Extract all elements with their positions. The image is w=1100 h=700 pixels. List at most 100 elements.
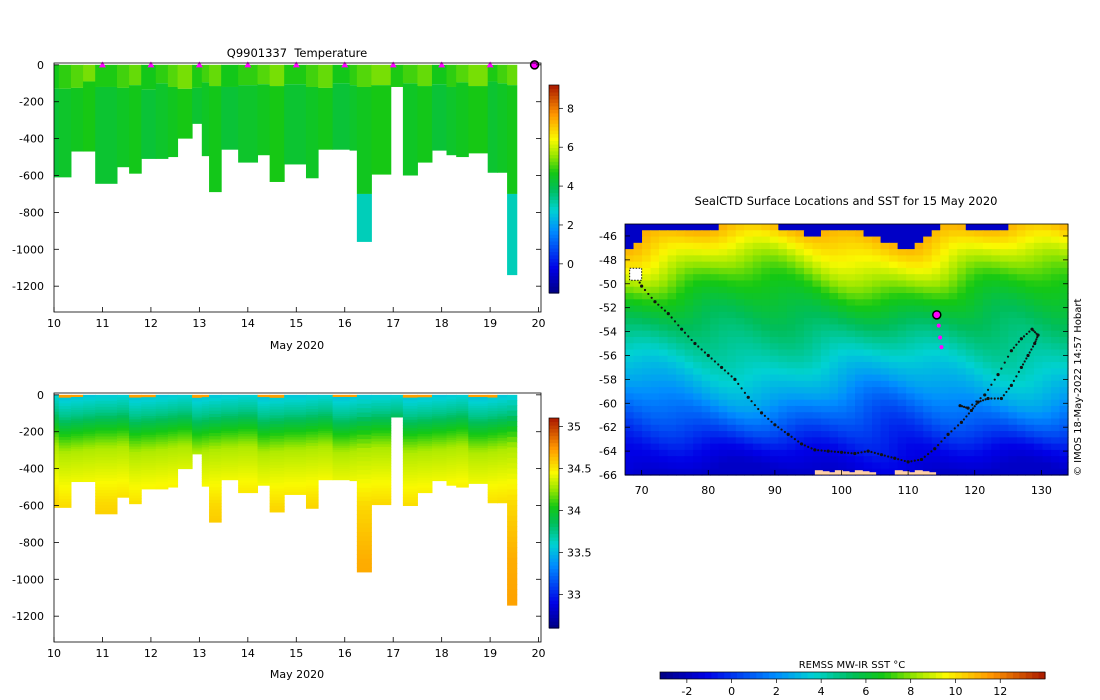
sst-cell (940, 242, 950, 250)
salinity-cell (468, 401, 489, 405)
sst-cell (701, 443, 711, 451)
sst-cell (778, 224, 788, 231)
colorbar-segment (549, 137, 559, 142)
salinity-cell (177, 453, 193, 457)
sst-cell (1033, 230, 1044, 238)
sst-cell (1059, 274, 1069, 282)
salinity-cell (349, 401, 358, 404)
sst-cell (863, 393, 873, 401)
track-point (993, 397, 996, 400)
sst-cell (718, 387, 728, 395)
sst-cell (642, 255, 652, 263)
salinity-cell (116, 486, 130, 491)
salinity-cell (201, 445, 210, 448)
salinity-cell (356, 430, 372, 436)
salinity-cell (497, 478, 508, 482)
salinity-cell (155, 467, 169, 471)
sst-cell (744, 267, 754, 275)
sst-cell (914, 280, 924, 288)
salinity-cell (116, 420, 130, 424)
sst-cell (633, 236, 643, 244)
sst-cell (769, 249, 779, 256)
sst-cell (718, 274, 728, 282)
salinity-cell (177, 400, 193, 403)
sst-cell (795, 362, 805, 369)
salinity-cell (209, 471, 222, 475)
sst-cell (1042, 362, 1052, 369)
salinity-cell (497, 394, 508, 399)
sst-cell (684, 456, 694, 464)
sst-cell (693, 242, 703, 250)
sst-cell (999, 274, 1009, 282)
salinity-cell (238, 475, 259, 479)
sst-cell (812, 299, 822, 307)
salinity-cell (356, 501, 372, 507)
sst-cell (889, 462, 899, 470)
salinity-cell (332, 449, 351, 453)
track-point (719, 365, 724, 370)
salinity-cell (269, 491, 285, 495)
sst-cell (1025, 387, 1035, 395)
sst-cell (718, 255, 728, 263)
sst-cell (820, 387, 831, 395)
sst-cell (965, 418, 975, 426)
sst-cell (701, 456, 711, 464)
salinity-cell (402, 497, 418, 501)
salinity-cell (487, 478, 498, 482)
sst-cell (846, 230, 856, 238)
salinity-cell (487, 486, 498, 490)
sst-cell (633, 230, 643, 238)
sst-cell (761, 456, 771, 464)
salinity-cell (209, 468, 222, 472)
sst-cell (659, 249, 669, 256)
sst-cell (1042, 405, 1052, 413)
salinity-cell (284, 467, 307, 471)
track-point (973, 405, 976, 408)
sst-cell (744, 299, 754, 307)
y-tick-label: -56 (599, 349, 617, 362)
salinity-cell (332, 399, 351, 402)
salinity-cell (54, 462, 60, 466)
sst-cell (676, 456, 686, 464)
salinity-cell (305, 400, 319, 404)
salinity-cell (58, 462, 72, 466)
salinity-cell (95, 457, 118, 461)
sst-cell (974, 424, 984, 432)
salinity-cell (177, 426, 193, 429)
salinity-cell (417, 421, 433, 425)
sst-cell (957, 424, 967, 432)
sst-cell (897, 274, 907, 282)
sst-cell (940, 355, 950, 363)
sst-cell (923, 374, 933, 382)
track-point (1032, 329, 1035, 332)
sst-cell (744, 412, 754, 420)
sst-cell (761, 242, 771, 250)
salinity-cell (129, 462, 142, 467)
sst-cell (906, 405, 916, 413)
sst-cell (965, 336, 975, 344)
sst-cell (752, 355, 762, 363)
sst-cell (727, 362, 737, 369)
sst-cell (778, 318, 788, 325)
sst-cell (1050, 236, 1061, 244)
sst-cell (897, 330, 907, 338)
sst-cell (880, 305, 890, 313)
sst-cell (863, 343, 873, 351)
sst-cell (948, 305, 958, 313)
salinity-cell (209, 499, 222, 504)
sst-cell (1016, 380, 1027, 388)
sst-cell (880, 424, 890, 432)
track-point (807, 445, 810, 449)
salinity-cell (417, 402, 433, 406)
salinity-cell (305, 409, 319, 413)
sst-cell (650, 424, 660, 432)
colorbar-segment (1032, 672, 1040, 679)
sst-cell (889, 280, 899, 288)
sst-cell (940, 299, 950, 307)
salinity-cell (497, 483, 508, 488)
x-tick-label: 18 (435, 317, 449, 330)
salinity-cell (192, 402, 203, 405)
sst-cell (965, 299, 975, 307)
salinity-cell (155, 448, 169, 452)
salinity-cell (456, 480, 469, 483)
